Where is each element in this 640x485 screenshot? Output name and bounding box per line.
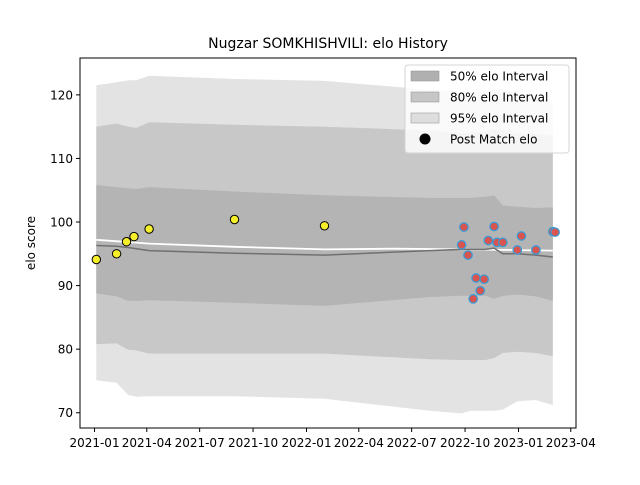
legend-label: 80% elo Interval (450, 91, 548, 105)
x-tick-label: 2022-04 (334, 436, 384, 450)
chart-title: Nugzar SOMKHISHVILI: elo History (208, 36, 448, 52)
x-tick-label: 2022-07 (387, 436, 437, 450)
legend-swatch (410, 112, 440, 124)
legend-label: Post Match elo (450, 133, 537, 147)
post-match-elo-point (550, 227, 560, 238)
band-50 (96, 185, 553, 306)
post-match-elo-point (497, 237, 508, 248)
legend-swatch (410, 91, 440, 103)
post-match-elo-point (111, 249, 122, 259)
post-match-elo-point (129, 231, 139, 242)
x-tick-label: 2022-10 (440, 436, 490, 450)
post-match-elo-point (483, 235, 494, 246)
x-tick-label: 2023-04 (546, 436, 596, 450)
y-axis-label: elo score (24, 216, 38, 270)
post-match-elo-point (489, 221, 499, 232)
post-match-elo-point (479, 274, 490, 285)
legend: 50% elo Interval 80% elo Interval 95% elo … (404, 64, 570, 154)
legend-box (404, 64, 570, 154)
post-match-elo-point (319, 221, 330, 231)
post-match-elo-point (516, 231, 527, 241)
median-elo-line (96, 244, 553, 258)
y-tick-label: 80 (58, 343, 73, 357)
post-match-elo-point (463, 250, 473, 260)
post-match-elo-point (471, 273, 481, 283)
x-tick-label: 2023-01 (493, 436, 543, 450)
post-match-elo-point (229, 214, 240, 225)
x-tick-label: 2021-07 (175, 436, 225, 450)
plot-frame (79, 57, 577, 429)
x-tick-label: 2021-04 (122, 436, 172, 450)
post-match-elo-point (468, 294, 479, 304)
y-tick-label: 110 (50, 152, 73, 166)
post-match-markers (91, 214, 560, 304)
y-axis: 70 80 90 100 110 120 (50, 88, 80, 420)
x-axis: 2021-01 2021-04 2021-07 2021-10 2022-01 2022-… (69, 428, 596, 450)
y-tick-label: 90 (58, 279, 73, 293)
x-tick-label: 2022-01 (281, 436, 331, 450)
legend-swatch (410, 70, 440, 82)
y-tick-label: 120 (50, 88, 73, 102)
post-match-elo-point (144, 224, 154, 234)
post-match-elo-point (121, 237, 132, 247)
legend-label: 95% elo Interval (450, 112, 548, 126)
post-match-elo-point (459, 222, 469, 232)
x-tick-label: 2021-10 (228, 436, 278, 450)
post-match-elo-point (91, 254, 102, 265)
post-match-elo-point (456, 240, 467, 250)
y-tick-label: 100 (50, 216, 73, 230)
interval-bands (96, 75, 553, 414)
post-match-elo-point (475, 285, 486, 296)
post-match-elo-point (512, 245, 523, 255)
legend-label: 50% elo Interval (450, 70, 548, 84)
legend-marker (419, 133, 431, 145)
x-tick-label: 2021-01 (69, 436, 119, 450)
y-tick-label: 70 (58, 406, 73, 420)
post-match-elo-point (531, 245, 541, 255)
